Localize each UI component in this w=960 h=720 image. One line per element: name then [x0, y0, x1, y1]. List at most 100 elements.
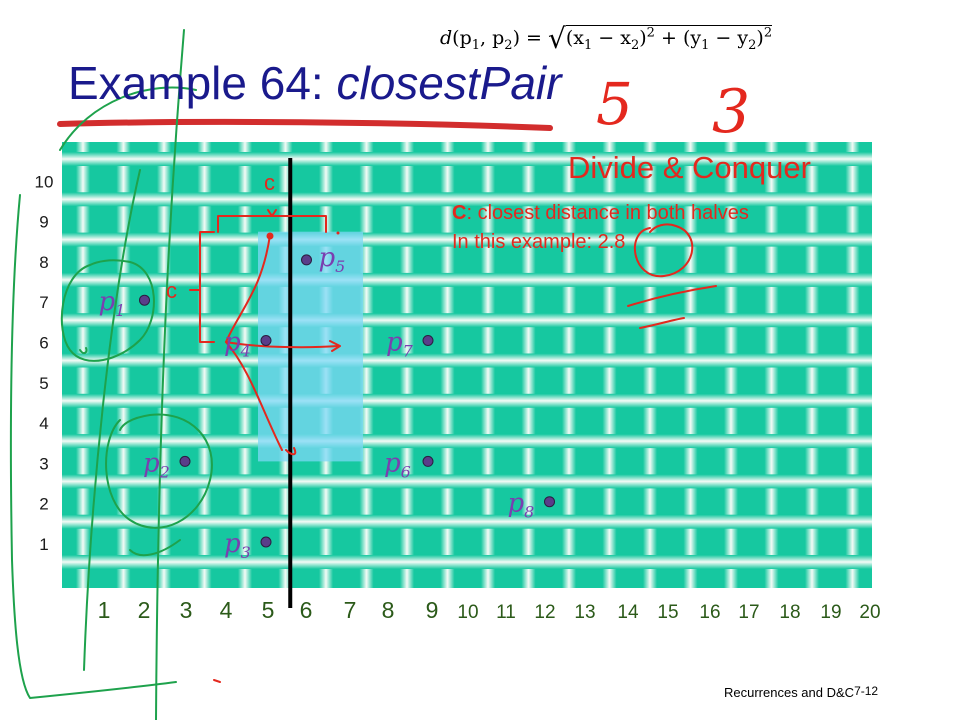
x-tick-label: 7: [344, 597, 357, 623]
y-tick-label: 1: [39, 535, 48, 554]
point-label: p1: [99, 287, 126, 320]
grid-line-horizontal: [62, 272, 872, 287]
slide-title: Example 64: closestPair: [68, 56, 561, 110]
point-label: p8: [508, 489, 535, 522]
formula-x-minus: − x: [592, 27, 631, 49]
x-tick-label: 4: [220, 597, 233, 623]
x-tick-label: 15: [657, 602, 678, 623]
data-point: [179, 455, 191, 467]
x-tick-label: 2: [138, 597, 151, 623]
formula-y-square: 2: [763, 25, 773, 41]
arrow-to-p5: [225, 234, 271, 343]
data-point: [422, 335, 434, 346]
y-tick-label: 3: [39, 454, 48, 473]
formula-y1-sub: 1: [701, 37, 710, 53]
y-tick-label: 7: [39, 293, 48, 312]
y-tick-label: 6: [39, 334, 48, 353]
closest-distance-note: C: closest distance in both halves: [452, 202, 749, 224]
x-tick-label: 17: [738, 602, 759, 623]
dash-2: [639, 317, 685, 329]
points-layer: [139, 254, 555, 548]
data-point: [544, 496, 555, 508]
y-tick-label: 10: [35, 172, 54, 191]
example-value-note: In this example: 2.8: [452, 231, 625, 253]
point-label: p3: [224, 529, 251, 562]
footer-text: Recurrences and D&C: [724, 685, 855, 700]
formula-x-close: ): [639, 27, 647, 49]
formula-x1-sub: 1: [583, 37, 593, 53]
point-label: p2: [143, 448, 170, 481]
formula-comma: , p: [480, 27, 505, 49]
grid-line-horizontal: [62, 474, 872, 489]
x-tick-label: 19: [820, 602, 841, 623]
formula-sub-1: 1: [471, 37, 481, 53]
c-label-top: c: [264, 170, 275, 195]
data-point: [260, 335, 272, 346]
data-point: [301, 254, 312, 266]
handwritten-digit-3: 3: [712, 77, 750, 147]
x-tick-label: 10: [457, 602, 478, 623]
bracket-left: [199, 231, 215, 343]
x-tick-label: 18: [779, 602, 800, 623]
x-tick-label: 14: [617, 602, 639, 623]
x-tick-label: 16: [699, 602, 720, 623]
strip-corner-dot: [266, 232, 274, 240]
y-tick-label: 8: [39, 253, 48, 272]
y-tick-label: 4: [39, 414, 48, 433]
x-tick-label: 3: [180, 597, 193, 623]
point-label: p7: [386, 328, 414, 361]
data-point: [139, 294, 150, 306]
distance-formula: d(p1, p2) = √(x1 − x2)2 + (y1 − y2)2: [440, 22, 773, 55]
grid-line-horizontal: [62, 393, 872, 408]
grid-line-horizontal: [62, 152, 872, 166]
red-annotations: [57, 118, 717, 683]
data-point: [260, 536, 272, 548]
y-tick-label: 9: [39, 213, 48, 232]
c-label-left: c: [166, 278, 177, 303]
c-bold-label: C: [452, 202, 466, 224]
formula-args-open: (p: [452, 27, 472, 49]
divide-conquer-heading: Divide & Conquer: [568, 150, 811, 185]
x-tick-label: 12: [534, 602, 555, 623]
x-tick-labels: 1 2 3 4 5 6 7 8 9 10 11 12 13 14 15 16 17 18 19 20: [98, 597, 881, 623]
grid-line-horizontal: [62, 514, 872, 529]
circle-2-8: [634, 223, 694, 278]
x-tick-label: 6: [300, 597, 313, 623]
y-tick-labels: 1 2 3 4 5 6 7 8 9 10: [35, 172, 54, 554]
point-label: p4: [224, 328, 251, 361]
grid-line-horizontal: [62, 434, 872, 449]
arrow-down: [225, 341, 297, 456]
title-prefix: Example 64:: [68, 57, 337, 109]
formula-x2-sub: 2: [630, 37, 640, 53]
left-bracket-stroke: [9, 194, 177, 699]
closest-distance-text: : closest distance in both halves: [466, 202, 748, 224]
point-labels-layer: p1 p2 p3 p4 p5 p6 p7 p8: [99, 243, 535, 562]
x-tick-label: 9: [426, 597, 439, 623]
data-point: [422, 455, 434, 467]
x-tick-label: 5: [262, 597, 275, 623]
strip-end-dot: [336, 231, 340, 235]
formula-sub-2: 2: [504, 37, 513, 53]
x-tick-label: 1: [98, 597, 111, 623]
formula-radicand: (x1 − x2)2 + (y1 − y2)2: [565, 25, 773, 53]
formula-d: d: [440, 27, 453, 49]
loop-p2: [105, 413, 213, 529]
point-label: p5: [319, 243, 346, 276]
formula-x-square: 2: [646, 25, 655, 41]
handwritten-digit-5: 5: [596, 70, 633, 138]
x-tick-label: 8: [382, 597, 395, 623]
formula-y2-sub: 2: [748, 37, 757, 53]
loop-p1: [60, 259, 155, 362]
formula-x-open: (x: [565, 27, 584, 49]
x-tick-label: 11: [496, 602, 516, 623]
formula-y-minus: − y: [709, 27, 749, 49]
grid-line-horizontal: [62, 353, 872, 368]
loop-p3: [129, 539, 181, 557]
x-tick-label: 13: [574, 602, 595, 623]
title-emphasis: closestPair: [336, 57, 562, 109]
grid-line-horizontal: [62, 192, 872, 207]
grid-line-horizontal: [62, 313, 872, 328]
formula-equals: ) =: [512, 27, 548, 49]
slide-number: 7-12: [854, 684, 879, 698]
